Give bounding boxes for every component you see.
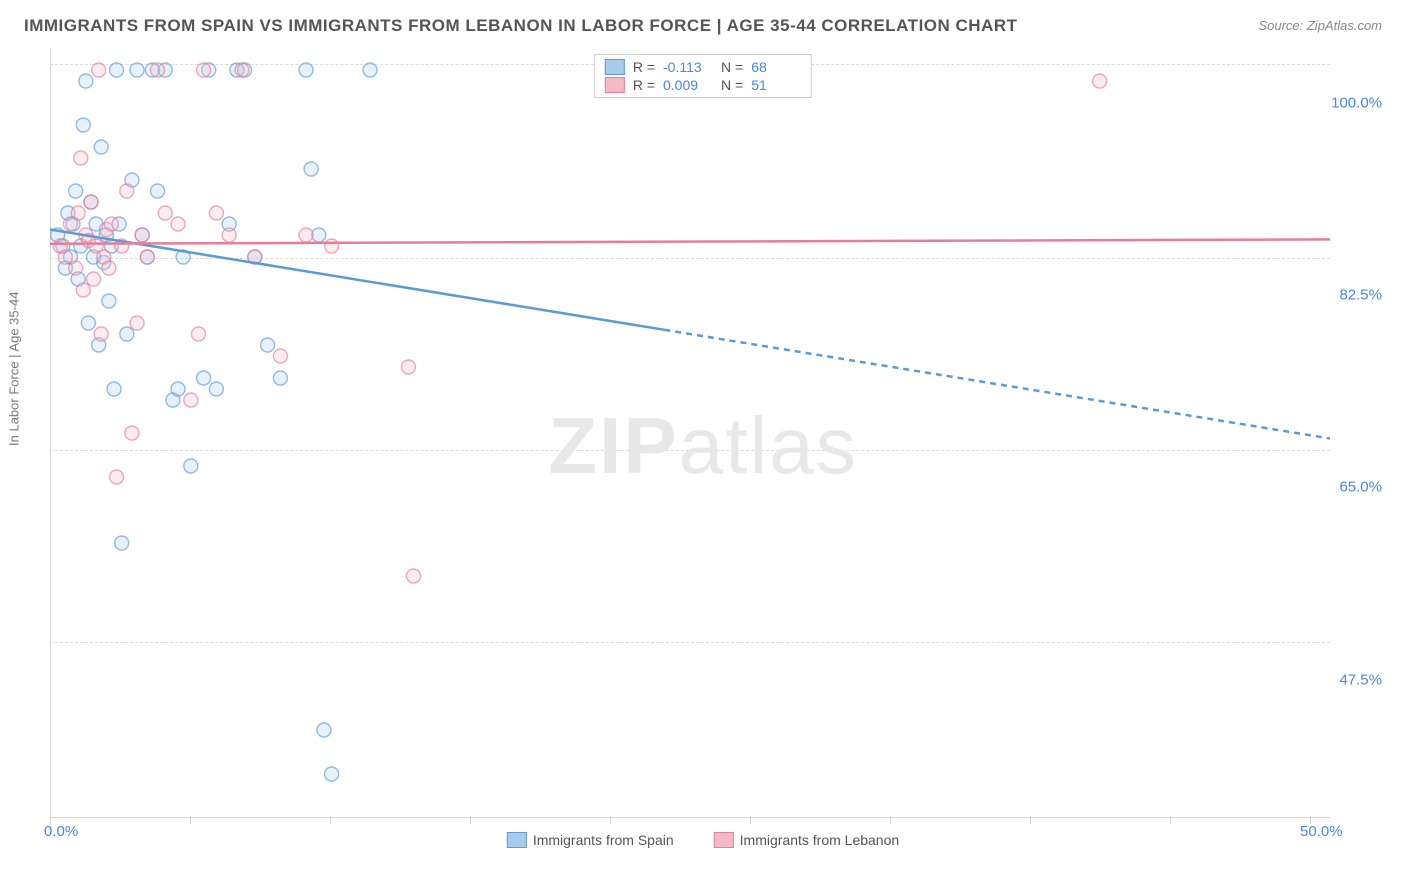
- regression-line-extrapolated: [664, 330, 1330, 439]
- y-tick-label: 47.5%: [1339, 672, 1382, 689]
- data-point: [130, 316, 144, 330]
- y-tick-label: 82.5%: [1339, 287, 1382, 304]
- legend-label-spain: Immigrants from Spain: [533, 832, 674, 848]
- data-point: [401, 360, 415, 374]
- data-point: [115, 536, 129, 550]
- data-point: [135, 228, 149, 242]
- data-point: [58, 250, 72, 264]
- data-point: [171, 382, 185, 396]
- data-point: [102, 294, 116, 308]
- legend-item-spain: Immigrants from Spain: [507, 832, 674, 848]
- x-tick-label: 50.0%: [1300, 823, 1343, 840]
- data-point: [158, 206, 172, 220]
- data-point: [140, 250, 154, 264]
- r-value-lebanon: 0.009: [663, 77, 713, 93]
- correlation-legend: R = -0.113 N = 68 R = 0.009 N = 51: [594, 54, 812, 98]
- data-point: [363, 63, 377, 77]
- data-point: [325, 239, 339, 253]
- data-point: [407, 569, 421, 583]
- data-point: [76, 118, 90, 132]
- data-point: [197, 63, 211, 77]
- data-point: [71, 206, 85, 220]
- data-point: [125, 426, 139, 440]
- n-label: N =: [721, 59, 743, 75]
- data-point: [273, 371, 287, 385]
- source-label: Source: ZipAtlas.com: [1258, 18, 1382, 33]
- swatch-spain: [507, 832, 527, 848]
- data-point: [1093, 74, 1107, 88]
- data-point: [130, 63, 144, 77]
- chart-title: IMMIGRANTS FROM SPAIN VS IMMIGRANTS FROM…: [24, 16, 1018, 36]
- x-tick-label: 0.0%: [44, 823, 78, 840]
- data-point: [69, 184, 83, 198]
- data-point: [110, 63, 124, 77]
- data-point: [209, 382, 223, 396]
- data-point: [273, 349, 287, 363]
- data-point: [312, 228, 326, 242]
- n-label: N =: [721, 77, 743, 93]
- data-point: [184, 393, 198, 407]
- n-value-spain: 68: [751, 59, 801, 75]
- data-point: [171, 217, 185, 231]
- data-point: [235, 63, 249, 77]
- y-tick-label: 65.0%: [1339, 479, 1382, 496]
- plot-svg: [50, 48, 1330, 818]
- data-point: [299, 63, 313, 77]
- data-point: [110, 470, 124, 484]
- data-point: [107, 382, 121, 396]
- legend-item-lebanon: Immigrants from Lebanon: [714, 832, 900, 848]
- swatch-lebanon: [605, 77, 625, 93]
- data-point: [92, 63, 106, 77]
- chart-container: IMMIGRANTS FROM SPAIN VS IMMIGRANTS FROM…: [0, 0, 1406, 892]
- data-point: [184, 459, 198, 473]
- data-point: [191, 327, 205, 341]
- data-point: [299, 228, 313, 242]
- data-point: [76, 283, 90, 297]
- data-point: [79, 74, 93, 88]
- data-point: [151, 184, 165, 198]
- data-point: [104, 217, 118, 231]
- data-point: [74, 151, 88, 165]
- data-point: [222, 228, 236, 242]
- data-point: [151, 63, 165, 77]
- data-point: [94, 327, 108, 341]
- y-axis-label: In Labor Force | Age 35-44: [7, 292, 22, 446]
- r-label: R =: [633, 77, 655, 93]
- data-point: [317, 723, 331, 737]
- data-point: [197, 371, 211, 385]
- y-tick-label: 100.0%: [1331, 95, 1382, 112]
- data-point: [120, 327, 134, 341]
- data-point: [304, 162, 318, 176]
- data-point: [69, 261, 83, 275]
- legend-label-lebanon: Immigrants from Lebanon: [740, 832, 900, 848]
- data-point: [94, 140, 108, 154]
- series-legend: Immigrants from Spain Immigrants from Le…: [507, 832, 899, 848]
- swatch-lebanon: [714, 832, 734, 848]
- r-label: R =: [633, 59, 655, 75]
- data-point: [325, 767, 339, 781]
- data-point: [84, 195, 98, 209]
- data-point: [87, 272, 101, 286]
- legend-row-lebanon: R = 0.009 N = 51: [601, 76, 805, 94]
- data-point: [102, 261, 116, 275]
- regression-line: [50, 239, 1330, 243]
- legend-row-spain: R = -0.113 N = 68: [601, 58, 805, 76]
- data-point: [120, 184, 134, 198]
- data-point: [261, 338, 275, 352]
- data-point: [209, 206, 223, 220]
- swatch-spain: [605, 59, 625, 75]
- data-point: [81, 316, 95, 330]
- r-value-spain: -0.113: [663, 59, 713, 75]
- n-value-lebanon: 51: [751, 77, 801, 93]
